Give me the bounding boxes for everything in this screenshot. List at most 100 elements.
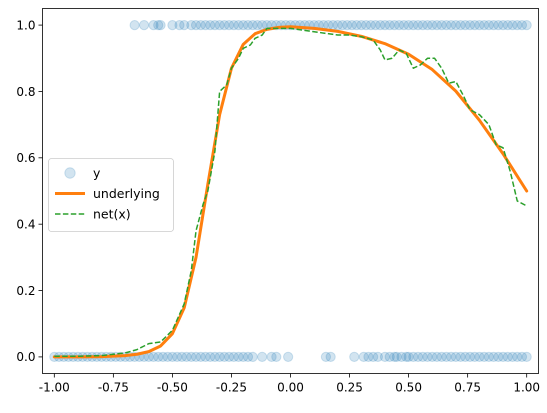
scatter-point [195, 19, 206, 31]
scatter-point [195, 351, 206, 363]
scatter-point [372, 351, 383, 363]
scatter-point [469, 19, 480, 31]
scatter-point [479, 351, 490, 363]
scatter-point [412, 19, 424, 31]
scatter-point [155, 19, 166, 31]
scatter-point [266, 351, 277, 363]
scatter-point [512, 351, 523, 363]
scatter-point [174, 19, 185, 31]
scatter-point [200, 351, 211, 363]
legend: y underlying net(x) [48, 158, 174, 232]
scatter-point [283, 351, 294, 363]
scatter-point [219, 19, 230, 31]
scatter-point [209, 351, 221, 363]
y-tick-label: 0.0 [16, 350, 35, 364]
y-tick-label: 1.0 [16, 18, 35, 32]
scatter-point [186, 351, 197, 363]
scatter-point [493, 351, 504, 363]
scatter-point [394, 19, 405, 31]
scatter-point [233, 351, 244, 363]
x-tick-label: 0.75 [454, 381, 481, 395]
scatter-point [167, 19, 178, 31]
scatter-point [389, 19, 400, 31]
scatter-point [474, 19, 485, 31]
scatter-point [252, 19, 263, 31]
scatter-point [167, 351, 178, 363]
y-tick-label: 0.2 [16, 284, 35, 298]
scatter-point [223, 19, 235, 31]
scatter-point [455, 19, 466, 31]
scatter-point [474, 351, 485, 363]
scatter-point [346, 19, 358, 31]
scatter-point [190, 19, 202, 31]
scatter-point [358, 351, 369, 363]
scatter-point [464, 351, 476, 363]
scatter-point [138, 19, 150, 31]
scatter-point [441, 351, 452, 363]
scatter-point [342, 19, 353, 31]
scatter-point [356, 19, 367, 31]
scatter-point [417, 351, 428, 363]
scatter-point [427, 19, 438, 31]
scatter-point [488, 351, 499, 363]
scatter-point [363, 351, 374, 363]
scatter-point [483, 351, 494, 363]
scatter-point [365, 19, 376, 31]
scatter-point [337, 19, 348, 31]
scatter-point [320, 351, 332, 363]
scatter-point [483, 19, 494, 31]
scatter-point [403, 19, 414, 31]
y-tick-label: 0.6 [16, 151, 35, 165]
scatter-point [431, 19, 443, 31]
scatter-point [172, 351, 183, 363]
scatter-point [375, 19, 386, 31]
scatter-point [408, 19, 419, 31]
scatter-point [497, 19, 509, 31]
x-tick-label: -0.25 [216, 381, 247, 395]
scatter-point [360, 19, 372, 31]
legend-label-y: y [93, 166, 101, 181]
scatter-point [516, 19, 528, 31]
scatter-point [238, 351, 249, 363]
scatter-point [205, 351, 216, 363]
x-tick-label: 0.50 [395, 381, 422, 395]
scatter-point [389, 351, 400, 363]
scatter-point [228, 351, 239, 363]
scatter-point [417, 19, 428, 31]
legend-marker-y [64, 167, 76, 179]
scatter-point [507, 19, 518, 31]
scatter-point [450, 351, 461, 363]
scatter-point [186, 19, 197, 31]
x-tick-label: 0.25 [336, 381, 363, 395]
scatter-point [157, 351, 169, 363]
scatter-point [460, 351, 471, 363]
scatter-point [455, 351, 466, 363]
scatter-point [233, 19, 244, 31]
scatter-point [396, 351, 407, 363]
scatter-point [408, 351, 419, 363]
scatter-point [148, 19, 159, 31]
scatter-point [205, 19, 216, 31]
scatter-point [401, 351, 412, 363]
scatter-point [325, 351, 336, 363]
line-underlying [52, 25, 529, 359]
scatter-point [493, 19, 504, 31]
scatter-point [497, 351, 509, 363]
line-net [54, 27, 528, 357]
scatter-point [129, 19, 140, 31]
scatter-point [488, 19, 499, 31]
scatter-point [502, 19, 513, 31]
scatter-point [403, 351, 414, 363]
scatter-point [446, 351, 457, 363]
x-tick-label: -0.75 [98, 381, 129, 395]
scatter-point [436, 19, 447, 31]
x-tick-label: 1.00 [513, 381, 540, 395]
scatter-point [162, 351, 173, 363]
scatter-point [153, 19, 164, 31]
scatter-point [349, 351, 360, 363]
scatter-point [242, 19, 254, 31]
scatter-point [450, 19, 461, 31]
scatter-point [214, 351, 225, 363]
scatter-point [271, 351, 282, 363]
scatter-point [431, 351, 443, 363]
